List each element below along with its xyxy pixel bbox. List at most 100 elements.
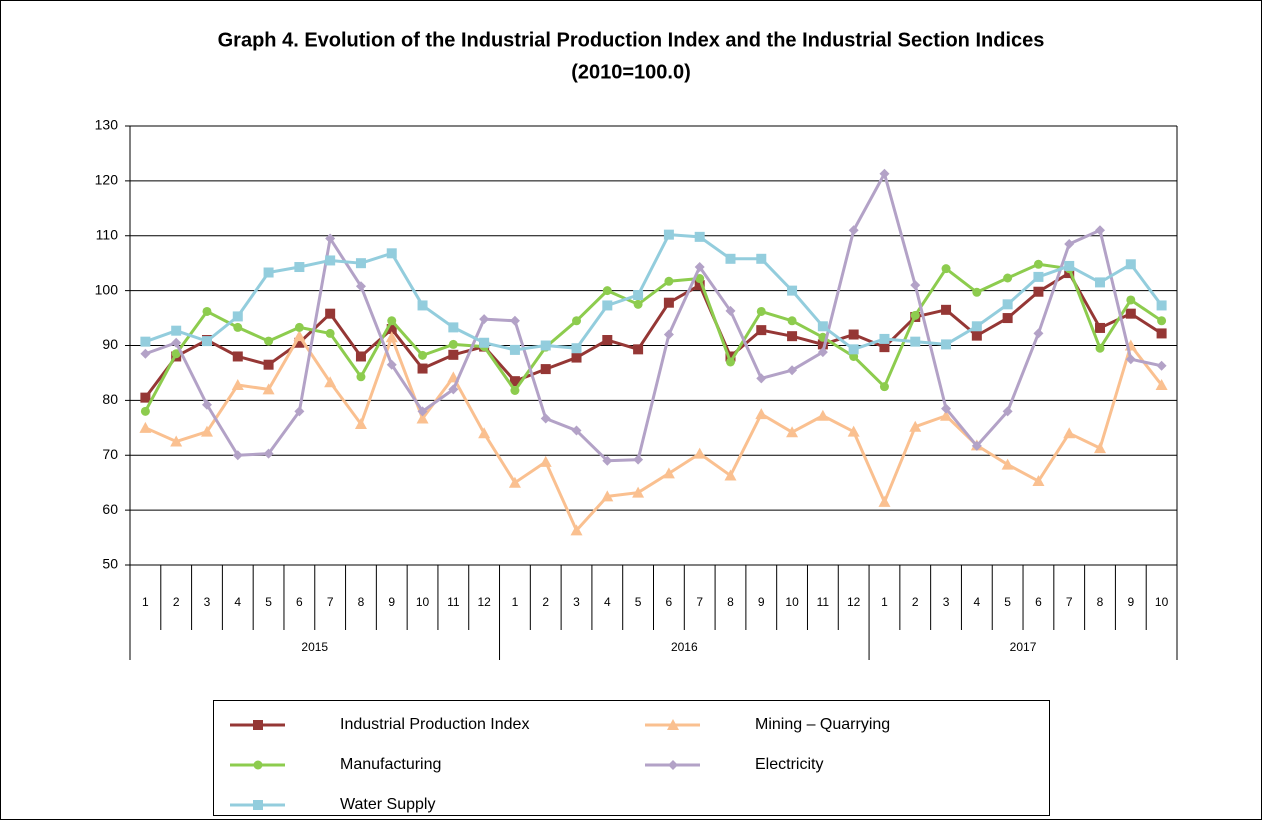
- data-point: [879, 382, 889, 392]
- data-point: [355, 258, 366, 269]
- data-point: [253, 800, 263, 810]
- data-point: [324, 376, 337, 388]
- data-point: [201, 336, 212, 347]
- data-point: [263, 267, 274, 278]
- data-point: [448, 349, 459, 360]
- data-point: [878, 495, 891, 507]
- data-point: [1156, 360, 1167, 371]
- data-point: [972, 287, 982, 297]
- data-point: [293, 330, 306, 342]
- legend-label: Manufacturing: [340, 756, 441, 773]
- data-point: [786, 426, 799, 438]
- legend-box: [213, 700, 1050, 816]
- data-point: [1157, 316, 1167, 326]
- x-tick-label: 6: [666, 595, 673, 609]
- data-point: [170, 435, 183, 447]
- data-point: [1003, 273, 1013, 283]
- data-point: [725, 305, 736, 316]
- data-point: [479, 337, 490, 348]
- series: [139, 330, 1168, 536]
- x-tick-label: 9: [1127, 595, 1134, 609]
- data-point: [725, 253, 736, 264]
- data-point: [253, 720, 263, 730]
- data-point: [755, 408, 768, 420]
- x-tick-label: 3: [573, 595, 580, 609]
- data-point: [140, 348, 151, 359]
- x-tick-label: 5: [635, 595, 642, 609]
- data-point: [633, 290, 644, 301]
- x-tick-label: 7: [696, 595, 703, 609]
- data-point: [231, 379, 244, 391]
- data-point: [1155, 379, 1168, 391]
- data-point: [756, 325, 767, 336]
- data-point: [633, 344, 644, 355]
- data-point: [355, 351, 366, 362]
- x-tick-label: 12: [477, 595, 491, 609]
- data-point: [1095, 343, 1105, 353]
- data-point: [787, 365, 798, 376]
- data-point: [571, 425, 582, 436]
- data-point: [662, 467, 675, 479]
- data-point: [633, 299, 643, 309]
- data-point: [941, 403, 952, 414]
- data-point: [695, 274, 705, 284]
- x-tick-label: 10: [785, 595, 799, 609]
- data-point: [263, 448, 274, 459]
- data-point: [787, 316, 797, 326]
- data-point: [910, 336, 921, 347]
- data-point: [817, 347, 828, 358]
- data-point: [879, 333, 890, 344]
- data-point: [1063, 427, 1076, 439]
- y-tick-label: 80: [102, 391, 118, 407]
- series-line: [144, 233, 1163, 352]
- data-point: [693, 447, 706, 459]
- data-point: [325, 233, 336, 244]
- data-point: [448, 384, 459, 395]
- y-tick-label: 60: [102, 501, 118, 517]
- data-point: [848, 344, 859, 355]
- legend-label: Mining – Quarrying: [755, 716, 890, 733]
- data-point: [202, 306, 212, 316]
- x-tick-label: 11: [447, 595, 460, 609]
- data-point: [663, 297, 674, 308]
- data-point: [602, 300, 613, 311]
- data-point: [1095, 322, 1106, 333]
- data-point: [1156, 328, 1167, 339]
- data-point: [354, 417, 367, 429]
- data-point: [879, 342, 890, 353]
- data-point: [355, 281, 366, 292]
- y-tick-label: 130: [95, 117, 119, 133]
- data-point: [540, 340, 551, 351]
- x-tick-label: 8: [358, 595, 365, 609]
- data-point: [725, 351, 736, 362]
- x-tick-label: 7: [327, 595, 334, 609]
- data-point: [602, 286, 612, 296]
- data-point: [941, 264, 951, 274]
- data-point: [448, 322, 459, 333]
- data-point: [201, 399, 212, 410]
- data-point: [664, 276, 674, 286]
- series-line: [144, 172, 1162, 463]
- x-tick-label: 4: [604, 595, 611, 609]
- data-point: [325, 255, 336, 266]
- y-tick-label: 90: [102, 336, 118, 352]
- data-point: [667, 719, 679, 730]
- data-point: [417, 406, 428, 417]
- data-point: [909, 420, 922, 432]
- data-point: [694, 280, 705, 291]
- data-point: [571, 343, 582, 354]
- data-point: [787, 285, 798, 296]
- data-point: [847, 425, 860, 437]
- data-point: [448, 339, 458, 349]
- data-point: [756, 253, 767, 264]
- x-tick-label: 3: [204, 595, 211, 609]
- x-tick-label: 7: [1066, 595, 1073, 609]
- data-point: [632, 486, 645, 498]
- series: [140, 259, 1167, 416]
- chart-subtitle: (2010=100.0): [571, 61, 691, 83]
- data-point: [200, 425, 213, 437]
- data-point: [756, 306, 766, 316]
- data-point: [1033, 271, 1044, 282]
